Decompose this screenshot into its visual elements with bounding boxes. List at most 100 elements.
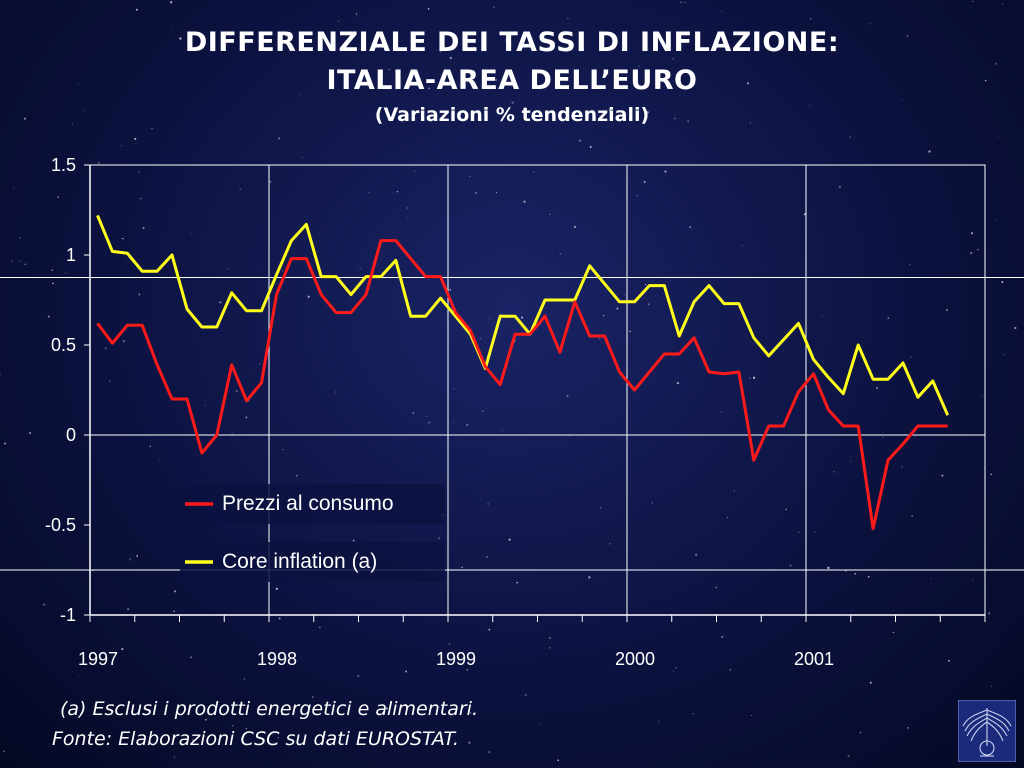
star	[566, 394, 569, 397]
star	[984, 79, 987, 82]
star	[638, 65, 640, 68]
star	[859, 731, 862, 734]
star	[629, 330, 631, 333]
star	[245, 416, 248, 419]
star	[77, 83, 79, 85]
star	[338, 20, 339, 22]
star	[228, 268, 230, 270]
star	[136, 555, 139, 557]
star	[521, 316, 524, 319]
star	[867, 575, 870, 578]
star	[396, 191, 399, 193]
star	[278, 617, 281, 620]
star	[814, 531, 816, 533]
star	[673, 117, 676, 120]
star	[672, 58, 674, 60]
star	[495, 191, 498, 194]
star	[428, 421, 431, 424]
y-tick-label: 1.5	[51, 155, 76, 175]
star	[982, 394, 983, 396]
star	[548, 636, 552, 640]
star	[549, 647, 551, 649]
star	[173, 610, 175, 613]
y-tick-label: -0.5	[45, 515, 76, 535]
star	[205, 718, 207, 721]
star	[149, 445, 152, 448]
star	[644, 283, 647, 286]
star	[253, 370, 255, 372]
star	[2, 750, 5, 753]
star	[412, 412, 415, 414]
star	[151, 127, 153, 130]
star	[720, 411, 722, 413]
star	[680, 1, 682, 4]
star	[741, 245, 743, 247]
star	[887, 317, 890, 319]
star	[388, 68, 391, 71]
star	[785, 508, 787, 511]
star	[473, 119, 475, 121]
star	[567, 17, 569, 20]
star	[559, 253, 561, 255]
chart-title-line-1: DIFFERENZIALE DEI TASSI DI INFLAZIONE:	[184, 27, 840, 58]
star	[357, 675, 360, 678]
star	[299, 94, 301, 96]
star	[65, 272, 67, 274]
star	[508, 538, 511, 541]
star	[204, 404, 206, 406]
star	[750, 715, 752, 717]
star	[941, 474, 944, 477]
star	[190, 233, 192, 234]
star	[120, 145, 123, 147]
star	[24, 263, 27, 266]
star	[928, 150, 931, 153]
star	[945, 308, 949, 311]
star	[122, 237, 124, 240]
star	[646, 111, 649, 114]
star	[911, 515, 913, 517]
star	[915, 436, 917, 437]
star	[352, 539, 355, 542]
star	[694, 553, 698, 556]
star	[449, 288, 451, 291]
star	[259, 363, 261, 365]
star	[658, 720, 660, 722]
star	[269, 180, 272, 183]
star	[972, 580, 974, 582]
star	[488, 750, 491, 754]
star	[808, 104, 811, 106]
star	[245, 728, 247, 730]
star	[481, 410, 484, 413]
star	[608, 542, 611, 545]
star	[469, 176, 471, 178]
footnote-core-inflation: (a) Esclusi i prodotti energetici e alim…	[60, 698, 478, 720]
star	[301, 766, 302, 768]
star	[747, 82, 750, 85]
star	[158, 458, 160, 460]
star	[838, 185, 841, 189]
star	[24, 117, 26, 120]
star	[13, 187, 15, 189]
star	[134, 137, 137, 140]
star	[282, 449, 284, 451]
star	[448, 643, 451, 645]
star	[977, 248, 979, 251]
star	[523, 200, 526, 203]
star	[803, 213, 806, 216]
x-tick-label: 1997	[78, 649, 118, 669]
star	[272, 734, 274, 735]
star	[122, 340, 125, 343]
star	[359, 268, 361, 270]
star	[439, 706, 441, 708]
star	[647, 303, 650, 306]
star	[634, 75, 635, 77]
star	[901, 98, 903, 100]
star	[469, 711, 472, 714]
legend-backdrop	[180, 542, 445, 582]
star	[108, 380, 111, 383]
star	[624, 294, 626, 296]
star	[789, 564, 792, 567]
star	[57, 196, 59, 198]
eagle-emblem-icon	[958, 700, 1016, 762]
star	[295, 474, 298, 477]
